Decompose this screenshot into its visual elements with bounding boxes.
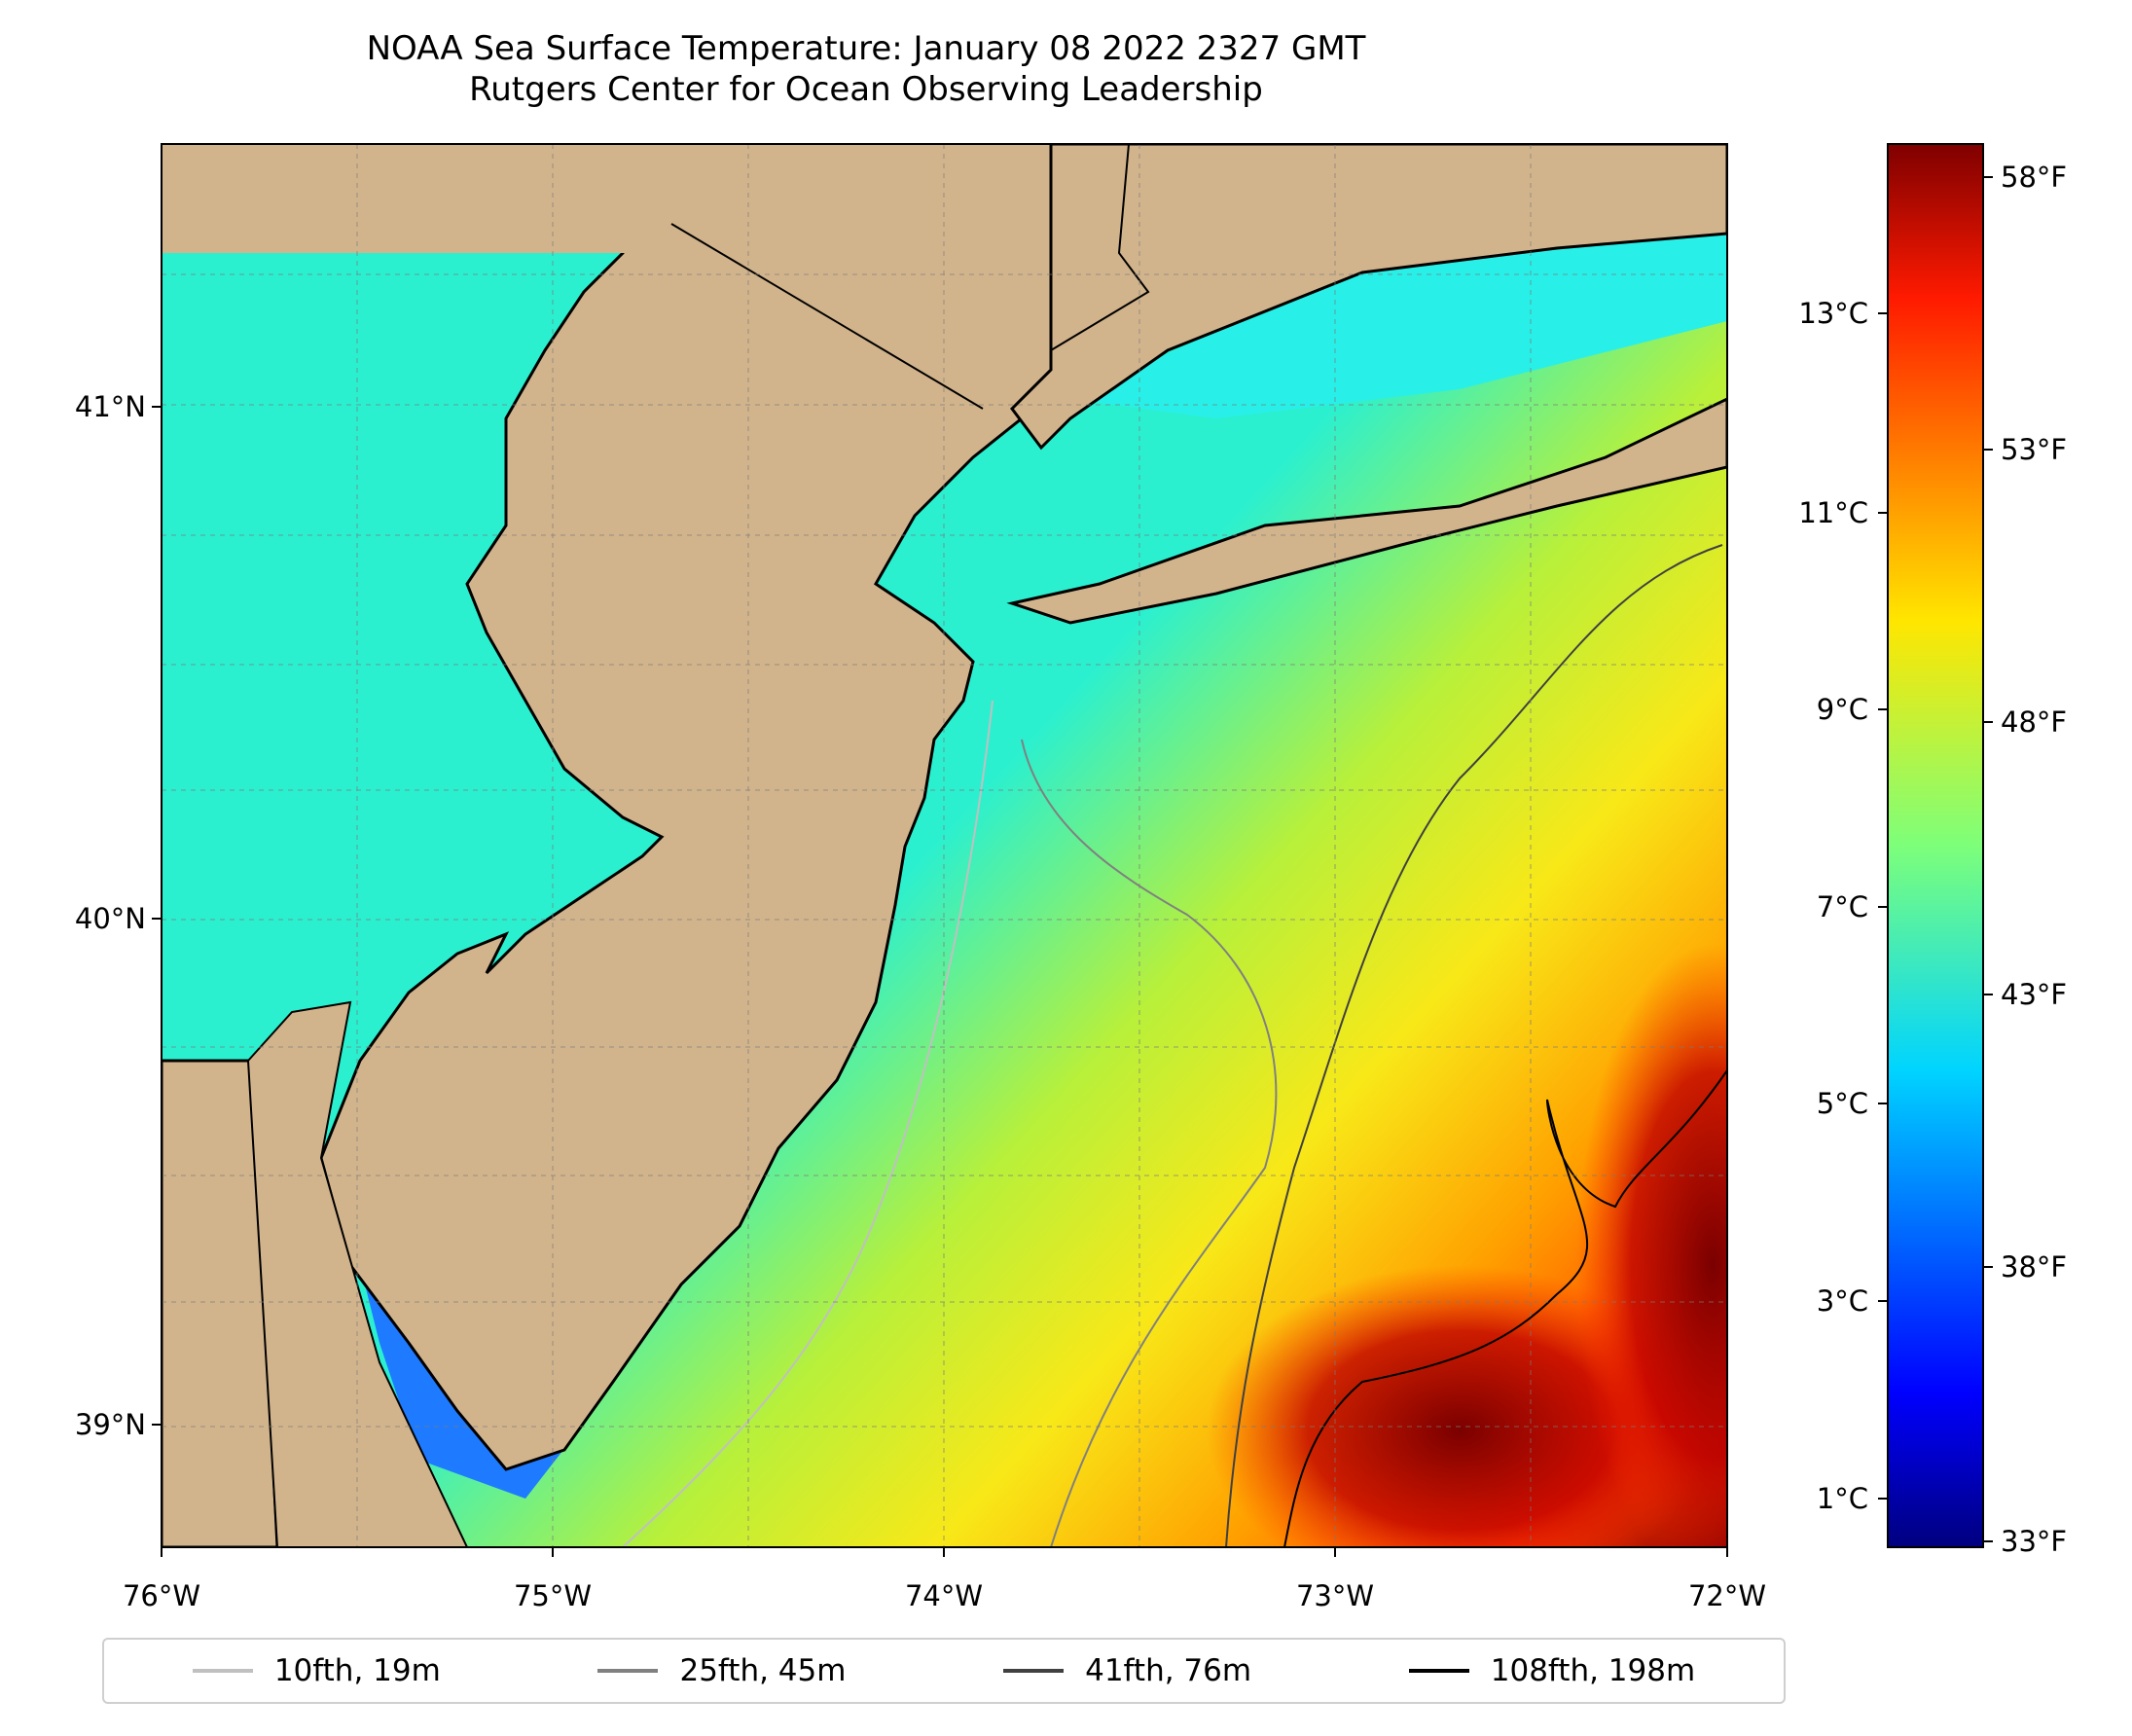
- warm-edge: [1576, 944, 1727, 1547]
- lat-tick-label: 39°N: [75, 1408, 146, 1441]
- new-york-land: [162, 144, 1129, 253]
- colorbar: [1887, 143, 1984, 1548]
- delaware-land: [162, 1059, 279, 1547]
- colorbar-fahrenheit-label: 43°F: [2001, 978, 2067, 1011]
- contour-198m: [1283, 1069, 1727, 1547]
- lon-tick-label: 75°W: [514, 1579, 592, 1612]
- colorbar-celsius-label: 3°C: [1817, 1284, 1868, 1318]
- map-panel: [162, 144, 1727, 1547]
- colorbar-celsius-label: 1°C: [1817, 1482, 1868, 1515]
- connecticut-land: [1010, 144, 1727, 451]
- colorbar-celsius-label: 9°C: [1817, 693, 1868, 726]
- colorbar-celsius-label: 7°C: [1817, 890, 1868, 923]
- axis-ticks: [152, 406, 1728, 1557]
- legend-item-41fth: 41fth, 76m: [1003, 1653, 1251, 1688]
- colorbar-fahrenheit-label: 38°F: [2001, 1250, 2067, 1284]
- map-title: NOAA Sea Surface Temperature: January 08…: [366, 29, 1366, 68]
- delmarva-land: [246, 1000, 469, 1547]
- colorbar-ticks: [1878, 176, 1993, 1542]
- lat-tick-label: 40°N: [75, 902, 146, 935]
- colorbar-celsius-label: 5°C: [1817, 1087, 1868, 1120]
- legend-label: 10fth, 19m: [273, 1653, 441, 1688]
- lon-tick-label: 73°W: [1296, 1579, 1374, 1612]
- legend-label: 25fth, 45m: [679, 1653, 847, 1688]
- sound-sst: [1070, 224, 1727, 418]
- legend-line-icon: [1408, 1669, 1469, 1673]
- colorbar-fahrenheit-label: 33°F: [2001, 1525, 2067, 1558]
- contour-76m: [1225, 544, 1723, 1547]
- legend-item-108fth: 108fth, 198m: [1408, 1653, 1696, 1688]
- colorbar-fahrenheit-label: 53°F: [2001, 433, 2067, 466]
- state-boundary-ny-ct: [1050, 144, 1150, 351]
- lat-tick-label: 41°N: [75, 390, 146, 423]
- legend-line-icon: [192, 1669, 253, 1673]
- colorbar-celsius-label: 11°C: [1798, 496, 1868, 529]
- state-boundary-ny-nj: [670, 223, 984, 410]
- long-island-land: [1006, 397, 1727, 625]
- contour-legend: 10fth, 19m 25fth, 45m 41fth, 76m 108fth,…: [102, 1638, 1786, 1704]
- legend-label: 41fth, 76m: [1085, 1653, 1252, 1688]
- contour-19m: [622, 700, 994, 1547]
- legend-line-icon: [597, 1669, 659, 1673]
- legend-item-10fth: 10fth, 19m: [192, 1653, 441, 1688]
- lon-tick-label: 76°W: [123, 1579, 200, 1612]
- legend-label: 108fth, 198m: [1490, 1653, 1696, 1688]
- lon-tick-label: 72°W: [1688, 1579, 1766, 1612]
- map-subtitle: Rutgers Center for Ocean Observing Leade…: [469, 70, 1263, 109]
- contour-45m: [1021, 739, 1278, 1547]
- colorbar-fahrenheit-label: 48°F: [2001, 705, 2067, 739]
- colorbar-fahrenheit-label: 58°F: [2001, 161, 2067, 194]
- lon-tick-label: 74°W: [905, 1579, 983, 1612]
- gridlines: [162, 144, 1727, 1547]
- colorbar-celsius-label: 13°C: [1798, 297, 1868, 330]
- legend-item-25fth: 25fth, 45m: [597, 1653, 846, 1688]
- legend-line-icon: [1003, 1669, 1065, 1673]
